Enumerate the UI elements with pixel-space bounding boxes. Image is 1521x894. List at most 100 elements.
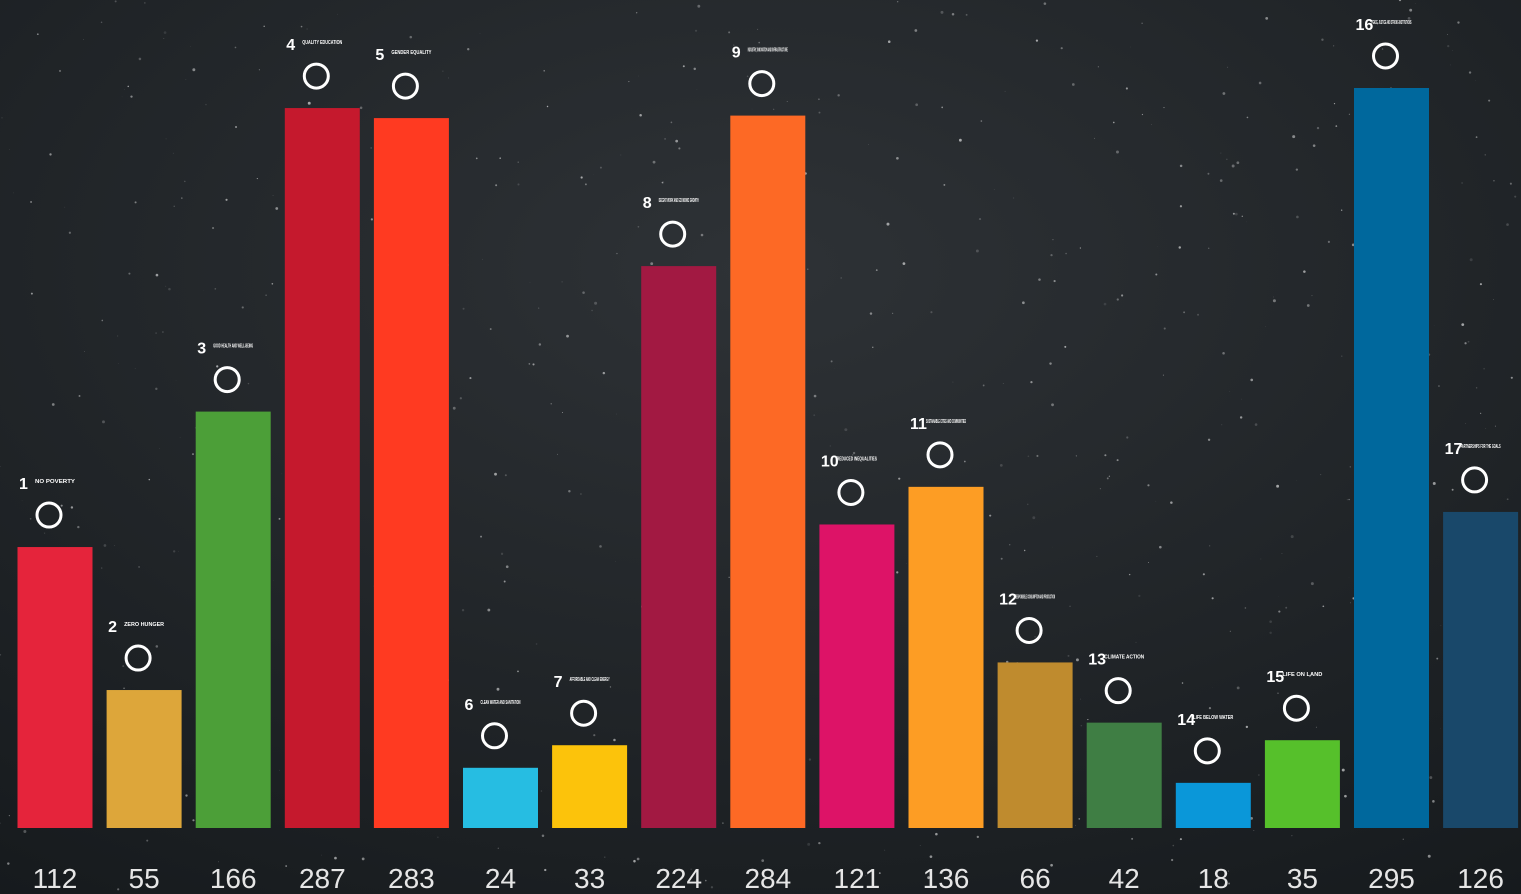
star <box>1163 107 1165 109</box>
goal-number: 7 <box>554 674 563 691</box>
star <box>561 281 563 283</box>
star <box>639 114 642 117</box>
star <box>875 269 878 271</box>
star <box>728 576 730 578</box>
star <box>633 859 636 863</box>
star <box>205 103 207 106</box>
star <box>1312 144 1316 147</box>
value-label: 42 <box>1109 863 1140 894</box>
star <box>300 25 303 28</box>
star <box>517 183 520 186</box>
star <box>1232 212 1235 215</box>
star <box>517 670 519 673</box>
star <box>1451 50 1453 51</box>
star <box>1316 126 1320 130</box>
goal-number: 9 <box>732 45 741 62</box>
star <box>758 41 760 44</box>
star <box>1236 161 1240 165</box>
star <box>1464 342 1467 345</box>
goal-name: AFFORDABLE AND CLEAN ENERGY <box>570 677 610 683</box>
star <box>886 222 890 226</box>
star <box>1220 152 1222 154</box>
star <box>1461 182 1464 184</box>
star <box>807 268 809 270</box>
star <box>1035 39 1039 42</box>
star <box>1437 385 1440 388</box>
star <box>285 865 288 867</box>
goal-number: 17 <box>1445 441 1463 458</box>
star <box>409 35 413 39</box>
star <box>1179 838 1182 841</box>
star <box>172 550 176 553</box>
bar <box>1175 782 1251 828</box>
bar <box>552 745 628 828</box>
star <box>1290 535 1294 539</box>
star <box>919 845 921 846</box>
star <box>1265 16 1269 20</box>
star <box>1341 355 1343 357</box>
star <box>23 829 27 833</box>
star <box>1381 48 1384 50</box>
star <box>607 680 609 681</box>
value-label: 224 <box>655 863 702 894</box>
star <box>467 48 470 51</box>
star <box>1079 698 1081 700</box>
star <box>499 157 501 159</box>
star <box>1207 438 1211 441</box>
star <box>682 65 685 68</box>
star <box>591 309 593 312</box>
star <box>550 403 552 405</box>
star <box>496 687 500 691</box>
star <box>1116 459 1119 462</box>
star <box>582 291 585 294</box>
bar <box>819 524 895 828</box>
star <box>1036 454 1039 457</box>
star <box>1432 800 1435 803</box>
star <box>1467 340 1470 343</box>
star <box>1053 279 1056 283</box>
star <box>1327 240 1330 243</box>
value-label: 283 <box>388 863 435 894</box>
star <box>1135 641 1137 643</box>
star <box>1514 195 1517 198</box>
star <box>272 195 274 196</box>
star <box>978 218 982 221</box>
value-label: 33 <box>574 863 605 894</box>
star <box>1281 553 1283 554</box>
star <box>620 154 622 156</box>
star <box>544 868 547 872</box>
star <box>1408 886 1411 889</box>
star <box>185 79 187 81</box>
star <box>480 535 482 538</box>
star <box>168 287 171 291</box>
star <box>1269 631 1272 635</box>
star <box>1050 254 1053 257</box>
star <box>614 561 616 562</box>
star <box>128 272 131 275</box>
goal-name: LIFE ON LAND <box>1282 672 1322 678</box>
star <box>60 504 63 507</box>
star <box>0 654 2 656</box>
goal-icon <box>35 501 63 529</box>
star <box>1004 90 1006 92</box>
star <box>1125 87 1128 90</box>
star <box>1096 555 1098 557</box>
star <box>1276 484 1280 488</box>
value-label: 24 <box>485 863 516 894</box>
goal-number: 14 <box>1177 712 1195 729</box>
star <box>1241 398 1242 400</box>
value-label: 112 <box>33 863 78 894</box>
star <box>1108 475 1111 477</box>
star <box>1479 283 1482 286</box>
goal-icon <box>1104 677 1132 705</box>
star <box>566 334 569 338</box>
bar <box>730 115 806 829</box>
star <box>370 147 372 149</box>
star <box>321 854 322 856</box>
star <box>753 49 754 51</box>
star <box>940 10 944 14</box>
star <box>1291 834 1293 837</box>
star <box>495 184 498 187</box>
star <box>1052 239 1054 241</box>
star <box>155 387 158 391</box>
